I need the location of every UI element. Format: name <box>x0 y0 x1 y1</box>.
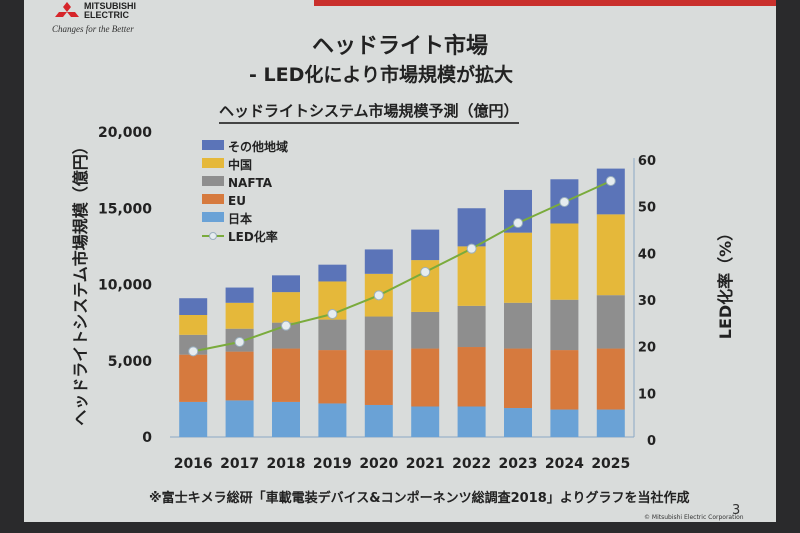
led-rate-point <box>559 197 570 207</box>
led-rate-point <box>373 290 384 301</box>
led-rate-point <box>513 218 523 228</box>
led-rate-point <box>420 267 431 277</box>
slide-title: ヘッドライト市場 <box>311 34 488 59</box>
page-number: 3 <box>732 503 741 518</box>
chart-title: ヘッドライトシステム市場規模予測（億円） <box>219 100 519 124</box>
legend-label: 中国 <box>228 157 252 172</box>
x-tick-label: 2022 <box>452 456 491 472</box>
y2-tick-label: 10 <box>638 387 656 402</box>
logo-text: MITSUBISHI ELECTRIC <box>84 1 137 20</box>
bar-segment-NAFTA <box>364 316 393 351</box>
bar-segment-日本 <box>179 401 208 437</box>
bar-segment-EU <box>272 348 300 402</box>
y2-tick-label: 40 <box>638 247 656 262</box>
led-rate-point <box>234 337 245 347</box>
bar-segment-その他地域 <box>596 168 625 215</box>
bar-segment-その他地域 <box>457 208 486 247</box>
y2-tick-label: 50 <box>638 201 656 216</box>
bar-segment-その他地域 <box>318 264 347 282</box>
y2-tick-label: 60 <box>638 154 656 169</box>
bar-segment-NAFTA <box>318 319 347 351</box>
legend-label: その他地域 <box>228 139 288 154</box>
legend-label: NAFTA <box>228 176 273 190</box>
x-tick-label: 2016 <box>174 456 213 472</box>
legend-marker <box>209 232 217 240</box>
y-tick-label: 10,000 <box>98 278 152 294</box>
x-tick-label: 2017 <box>220 456 259 472</box>
bar-segment-その他地域 <box>225 287 254 303</box>
bar-segment-日本 <box>411 406 440 437</box>
led-rate-point <box>605 176 616 186</box>
y2-tick-label: 30 <box>638 294 656 309</box>
y-tick-label: 15,000 <box>98 201 152 217</box>
legend-swatch <box>202 176 224 186</box>
bar-segment-中国 <box>225 302 254 329</box>
y-tick-label: 20,000 <box>98 125 152 141</box>
stacked-bar-chart: 0 5,000 10,000 15,000 20,000 0 10 20 30 40 50 60 201… <box>98 125 656 472</box>
bar-segment-日本 <box>550 409 579 437</box>
bar-segment-EU <box>364 350 393 405</box>
legend-swatch <box>202 194 224 204</box>
bar-segment-EU <box>596 348 625 410</box>
bar-segment-EU <box>457 347 486 407</box>
x-tick-label: 2025 <box>591 456 630 472</box>
slide-subtitle: - LED化により市場規模が拡大 <box>249 64 513 86</box>
legend-label: 日本 <box>228 211 252 226</box>
bar-segment-日本 <box>225 400 254 437</box>
bar-segment-日本 <box>596 409 625 437</box>
bar-segment-NAFTA <box>457 305 486 348</box>
bar-segment-EU <box>550 350 579 410</box>
accent-bar <box>314 0 776 6</box>
bar-segment-NAFTA <box>504 302 532 349</box>
bar-segment-NAFTA <box>411 311 440 349</box>
bar-segment-EU <box>318 350 347 404</box>
bar-segment-NAFTA <box>596 295 625 349</box>
three-diamonds-icon <box>55 2 79 17</box>
legend-swatch <box>202 158 224 168</box>
bar-segment-中国 <box>596 214 625 296</box>
bar-segment-その他地域 <box>411 229 440 261</box>
bar-segment-その他地域 <box>179 298 208 315</box>
legend-label: EU <box>228 194 246 208</box>
bar-segment-EU <box>225 351 254 401</box>
y-tick-label: 0 <box>142 430 152 446</box>
bar-segment-その他地域 <box>272 275 300 293</box>
x-tick-label: 2024 <box>545 456 584 472</box>
tagline: Changes for the Better <box>52 24 134 34</box>
x-tick-label: 2018 <box>267 456 306 472</box>
led-rate-line <box>193 180 612 353</box>
bar-segment-日本 <box>272 401 300 437</box>
bar-segment-日本 <box>504 408 532 437</box>
bar-segment-EU <box>411 348 440 407</box>
led-rate-point <box>281 320 291 331</box>
bar-segment-日本 <box>457 406 486 437</box>
bar-segment-中国 <box>504 232 532 303</box>
y2-tick-label: 0 <box>647 434 656 449</box>
bar-segment-その他地域 <box>364 249 393 274</box>
led-rate-point <box>466 243 477 254</box>
led-rate-point <box>327 309 338 319</box>
bar-segment-NAFTA <box>550 299 579 351</box>
x-tick-label: 2020 <box>359 456 398 472</box>
copyright: © Mitsubishi Electric Corporation <box>644 514 744 521</box>
legend-swatch <box>202 212 224 222</box>
y2-tick-label: 20 <box>638 341 656 356</box>
bar-segment-日本 <box>364 404 393 437</box>
y-tick-label: 5,000 <box>108 354 153 370</box>
x-tick-label: 2023 <box>499 456 538 472</box>
x-tick-label: 2019 <box>313 456 352 472</box>
legend-swatch <box>202 140 224 150</box>
bar-segment-日本 <box>318 403 347 437</box>
bar-segment-EU <box>179 354 208 402</box>
bar-segment-中国 <box>179 315 208 335</box>
source-note: ※富士キメラ総研「車載電装デバイス&コンポーネンツ総調査2018」よりグラフを当… <box>149 491 690 506</box>
bar-segment-中国 <box>457 246 486 306</box>
led-rate-point <box>188 346 199 357</box>
bar-segment-EU <box>504 348 532 409</box>
bar-segment-中国 <box>550 223 579 300</box>
bar-segment-中国 <box>272 292 300 323</box>
x-tick-label: 2021 <box>406 456 445 472</box>
legend-label: LED化率 <box>228 229 278 244</box>
slide: MITSUBISHI ELECTRIC Changes for the Bett… <box>24 0 776 522</box>
